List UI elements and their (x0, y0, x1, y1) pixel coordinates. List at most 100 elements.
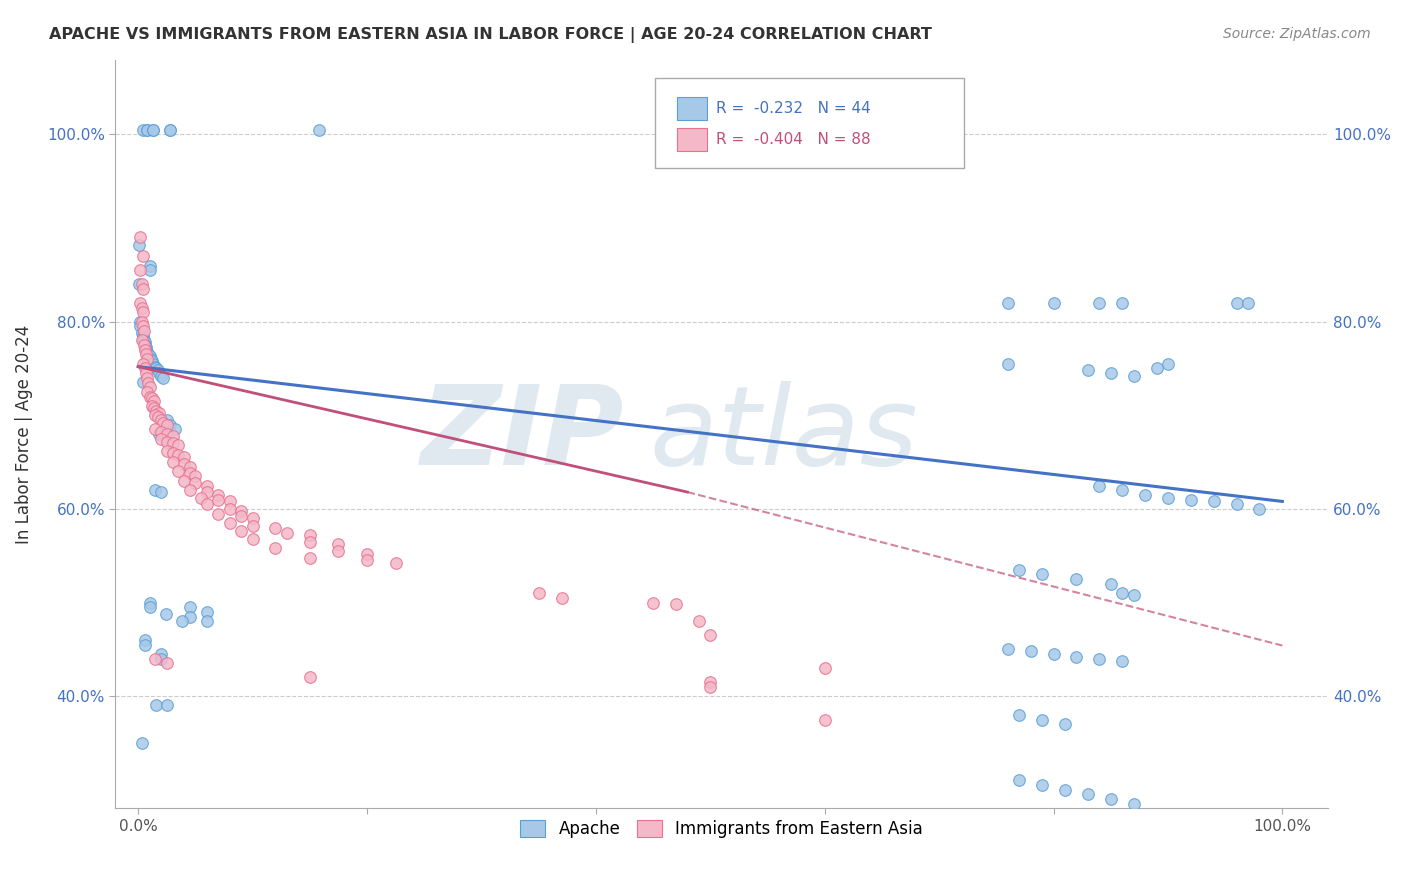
Point (179, 600, 201, 615)
Point (138, 376, 160, 390)
Point (159, 123, 181, 137)
Point (328, 544, 350, 558)
Point (138, 380, 160, 394)
Point (150, 485, 173, 500)
Text: Source: ZipAtlas.com: Source: ZipAtlas.com (1223, 27, 1371, 41)
Point (148, 366, 170, 380)
Point (162, 455, 184, 469)
Point (129, 315, 152, 329)
Point (155, 607, 177, 621)
Point (162, 446, 184, 460)
Point (195, 497, 218, 511)
Point (207, 507, 229, 521)
Point (328, 537, 350, 551)
Point (1008, 773, 1031, 788)
Point (152, 416, 174, 430)
Point (179, 483, 201, 498)
Point (997, 296, 1019, 310)
Point (132, 282, 155, 296)
Point (138, 347, 160, 361)
Point (384, 556, 406, 570)
Point (138, 595, 160, 609)
Point (132, 334, 155, 348)
Point (308, 123, 330, 137)
Point (231, 509, 253, 524)
Point (242, 518, 264, 533)
Point (163, 422, 186, 436)
Point (1099, 576, 1122, 591)
Point (150, 369, 173, 384)
Point (129, 230, 152, 244)
Point (1180, 492, 1202, 507)
Point (207, 488, 229, 502)
Point (195, 478, 218, 492)
Point (276, 526, 298, 541)
Point (131, 301, 153, 315)
Point (179, 467, 201, 481)
Point (142, 123, 165, 137)
Point (156, 657, 179, 671)
Point (699, 680, 721, 694)
Point (1053, 782, 1076, 797)
Point (162, 429, 184, 443)
Point (156, 413, 179, 427)
Point (1019, 644, 1042, 658)
Point (1111, 296, 1133, 310)
Point (138, 349, 160, 363)
Point (195, 485, 218, 500)
Point (1077, 363, 1099, 377)
Point (527, 586, 550, 600)
Point (136, 123, 159, 137)
Point (218, 494, 240, 508)
Point (997, 357, 1019, 371)
Point (132, 249, 155, 263)
Point (131, 334, 153, 348)
Point (170, 614, 193, 628)
Point (138, 390, 160, 404)
Point (136, 123, 159, 137)
Point (1249, 502, 1271, 516)
Point (1133, 488, 1156, 502)
Point (231, 524, 253, 539)
Point (136, 344, 159, 359)
Point (134, 343, 156, 357)
Point (152, 371, 174, 385)
Point (135, 340, 157, 354)
Point (814, 713, 837, 727)
Point (167, 438, 190, 452)
Point (128, 277, 150, 292)
Point (1031, 713, 1053, 727)
Point (1226, 497, 1249, 511)
Point (145, 403, 167, 417)
Point (143, 409, 166, 423)
Point (699, 675, 721, 690)
Point (1122, 797, 1144, 811)
Point (136, 371, 159, 385)
Point (298, 550, 321, 565)
Point (1157, 357, 1180, 371)
Point (156, 427, 179, 442)
Point (143, 394, 166, 409)
Point (298, 534, 321, 549)
Point (141, 354, 163, 368)
Point (356, 553, 378, 567)
Point (1042, 647, 1064, 661)
Point (1008, 876, 1031, 890)
Point (195, 605, 218, 619)
Point (131, 277, 153, 292)
Point (298, 670, 321, 684)
Point (148, 427, 170, 442)
Point (1146, 361, 1168, 376)
Point (242, 532, 264, 546)
Point (179, 609, 201, 624)
Point (132, 324, 155, 338)
Point (1031, 567, 1053, 582)
Point (173, 450, 195, 465)
Point (218, 516, 240, 530)
Point (641, 595, 664, 609)
Text: ZIP: ZIP (422, 381, 624, 488)
Point (148, 406, 170, 420)
Point (141, 392, 163, 406)
Point (1088, 296, 1111, 310)
Point (132, 338, 155, 352)
